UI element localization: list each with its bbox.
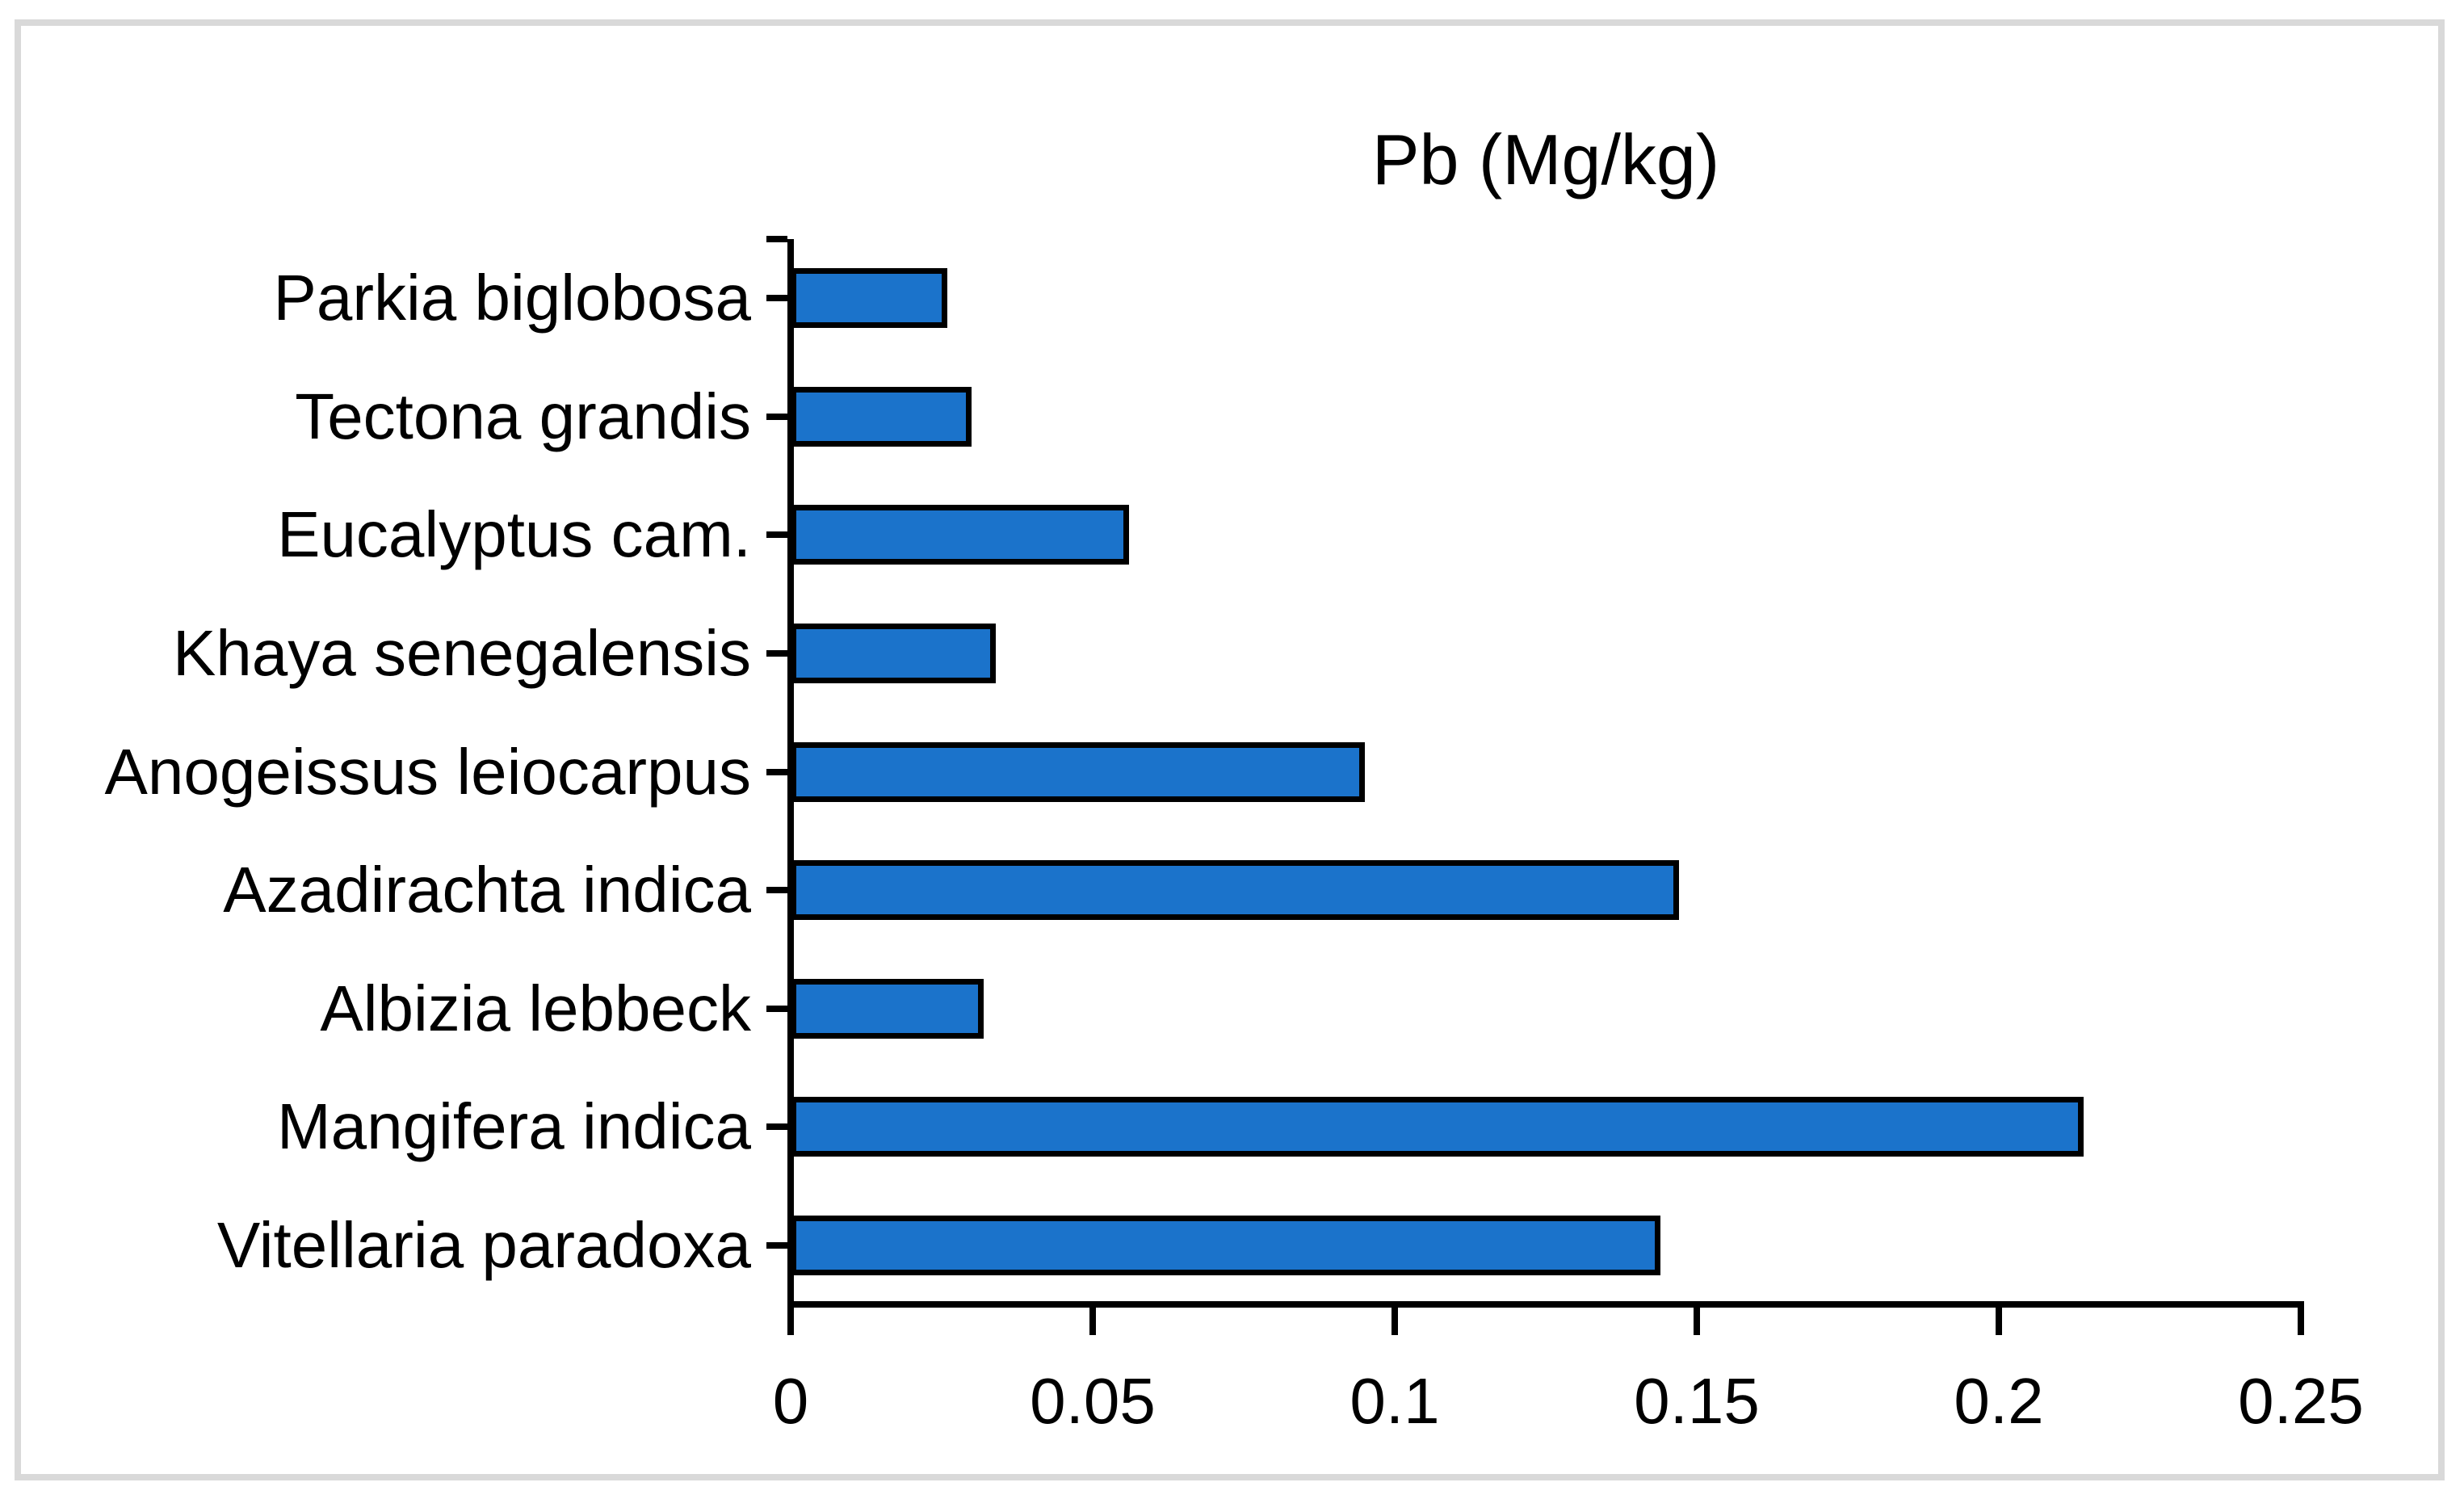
bar: [791, 860, 1679, 921]
x-tick-label: 0.05: [1030, 1365, 1156, 1437]
category-label: Mangifera indica: [277, 1090, 751, 1163]
bar: [791, 1215, 1660, 1275]
y-tick: [766, 295, 787, 302]
x-tick: [1089, 1308, 1096, 1335]
y-tick: [766, 649, 787, 657]
category-label: Khaya senegalensis: [172, 616, 751, 689]
x-tick: [1694, 1308, 1700, 1335]
bar: [791, 505, 1129, 565]
bar: [791, 978, 984, 1039]
category-label: Parkia biglobosa: [273, 262, 751, 334]
x-tick: [1392, 1308, 1398, 1335]
bar: [791, 268, 947, 329]
y-axis-end-tick: [766, 236, 787, 242]
y-tick: [766, 531, 787, 539]
category-label: Azadirachta indica: [223, 854, 751, 926]
y-tick: [766, 768, 787, 775]
y-tick: [766, 1123, 787, 1131]
bar: [791, 623, 996, 683]
y-tick: [766, 1241, 787, 1249]
category-label: Tectona grandis: [295, 380, 751, 452]
bar: [791, 741, 1365, 802]
y-tick: [766, 413, 787, 420]
x-tick-label: 0: [772, 1365, 809, 1437]
x-tick: [787, 1308, 794, 1335]
x-tick-label: 0.2: [1954, 1365, 2044, 1437]
category-label: Albizia lebbeck: [320, 972, 751, 1044]
category-label: Vitellaria paradoxa: [216, 1208, 751, 1281]
category-label: Anogeissus leiocarpus: [104, 735, 751, 808]
x-tick-label: 0.25: [2238, 1365, 2364, 1437]
y-tick: [766, 1005, 787, 1012]
x-tick: [1996, 1308, 2002, 1335]
y-tick: [766, 887, 787, 894]
bar: [791, 386, 972, 447]
x-tick-label: 0.15: [1634, 1365, 1760, 1437]
category-label: Eucalyptus cam.: [277, 498, 751, 571]
x-tick: [2298, 1308, 2304, 1335]
chart-title: Pb (Mg/kg): [1371, 120, 1720, 199]
bar: [791, 1097, 2084, 1157]
x-axis-line: [787, 1301, 2304, 1308]
x-tick-label: 0.1: [1350, 1365, 1440, 1437]
